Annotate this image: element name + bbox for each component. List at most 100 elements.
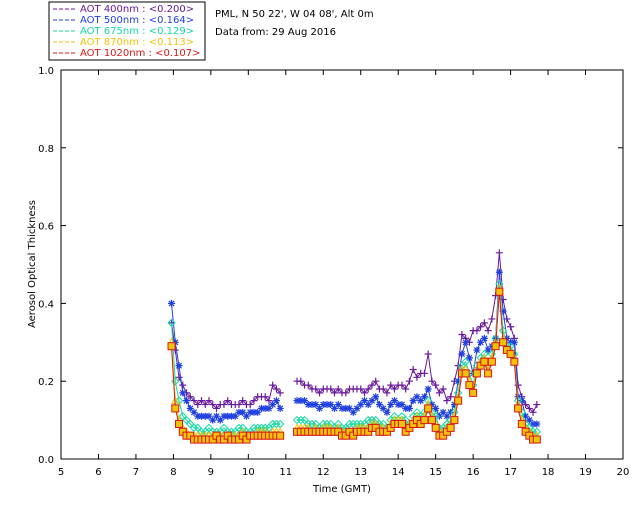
data-point: [357, 401, 365, 409]
data-point: [257, 404, 265, 412]
data-point: [473, 327, 481, 335]
data-point: [239, 397, 247, 405]
data-point: [443, 397, 451, 405]
data-point: [179, 381, 187, 389]
data-point: [480, 357, 489, 366]
data-point: [450, 416, 459, 425]
data-point: [424, 385, 432, 393]
data-point: [323, 401, 331, 409]
data-point: [383, 389, 391, 397]
data-point: [254, 408, 262, 416]
data-point: [246, 401, 254, 409]
data-point: [216, 416, 224, 424]
data-date-text: Data from: 29 Aug 2016: [215, 27, 336, 38]
data-point: [424, 350, 432, 358]
data-point: [372, 377, 380, 385]
data-point: [428, 377, 436, 385]
data-point: [235, 408, 243, 416]
data-point: [484, 369, 493, 378]
y-axis-label: Aerosol Optical Thickness: [27, 200, 38, 328]
data-point: [487, 357, 496, 366]
data-point: [390, 385, 398, 393]
data-point: [201, 401, 209, 409]
data-point: [186, 393, 194, 401]
data-point: [532, 427, 542, 436]
data-point: [269, 381, 277, 389]
data-point: [424, 404, 433, 413]
x-tick-label: 6: [95, 467, 101, 478]
data-point: [327, 385, 335, 393]
x-tick-label: 9: [208, 467, 214, 478]
data-point: [510, 338, 518, 346]
data-point: [250, 397, 258, 405]
data-point: [242, 412, 250, 420]
y-tick-label: 0.4: [38, 299, 54, 310]
data-point: [190, 408, 198, 416]
data-point: [276, 389, 284, 397]
x-tick-label: 16: [467, 467, 480, 478]
data-point: [205, 412, 213, 420]
x-tick-label: 18: [542, 467, 555, 478]
data-point: [304, 401, 312, 409]
site-location-text: PML, N 50 22', W 04 08', Alt 0m: [215, 9, 374, 20]
data-point: [293, 397, 301, 405]
data-point: [360, 397, 368, 405]
x-tick-label: 15: [429, 467, 442, 478]
data-point: [167, 318, 176, 328]
legend-entry: AOT 400nm : <0.200>: [80, 4, 194, 15]
data-point: [186, 404, 194, 412]
data-point: [454, 396, 463, 405]
data-point: [402, 385, 410, 393]
data-point: [349, 408, 357, 416]
data-point: [201, 412, 209, 420]
data-point: [484, 346, 492, 354]
data-point: [316, 389, 324, 397]
y-tick-label: 0.0: [38, 455, 54, 466]
legend-entry: AOT 500nm : <0.164>: [80, 15, 194, 26]
x-tick-label: 13: [354, 467, 367, 478]
data-point: [331, 404, 339, 412]
data-point: [427, 416, 436, 425]
data-point: [390, 397, 398, 405]
data-point: [533, 401, 541, 409]
data-point: [402, 404, 410, 412]
data-point: [265, 404, 273, 412]
data-point: [465, 381, 474, 390]
data-point: [461, 369, 470, 378]
data-point: [276, 404, 284, 412]
data-point: [432, 381, 440, 389]
data-point: [491, 342, 500, 351]
x-tick-label: 7: [133, 467, 139, 478]
data-point: [495, 268, 503, 276]
data-point: [405, 377, 413, 385]
data-point: [297, 397, 305, 405]
data-point: [495, 279, 504, 289]
y-tick-label: 0.6: [38, 222, 54, 233]
series-line: [171, 322, 281, 433]
data-point: [345, 404, 353, 412]
data-point: [533, 420, 541, 428]
data-point: [383, 408, 391, 416]
data-point: [272, 385, 280, 393]
data-point: [194, 412, 202, 420]
data-point: [272, 397, 280, 405]
data-point: [231, 412, 239, 420]
data-point: [360, 389, 368, 397]
data-point: [413, 373, 421, 381]
data-point: [506, 349, 515, 358]
data-point: [368, 397, 376, 405]
data-point: [331, 389, 339, 397]
data-point: [227, 412, 235, 420]
data-point: [458, 331, 466, 339]
data-point: [175, 362, 183, 370]
data-point: [397, 419, 406, 428]
data-point: [179, 389, 187, 397]
data-point: [420, 393, 428, 401]
data-point: [499, 338, 508, 347]
data-point: [239, 408, 247, 416]
series-1: [168, 249, 541, 416]
data-point: [372, 393, 380, 401]
data-point: [480, 319, 488, 327]
data-point: [357, 385, 365, 393]
data-point: [205, 397, 213, 405]
